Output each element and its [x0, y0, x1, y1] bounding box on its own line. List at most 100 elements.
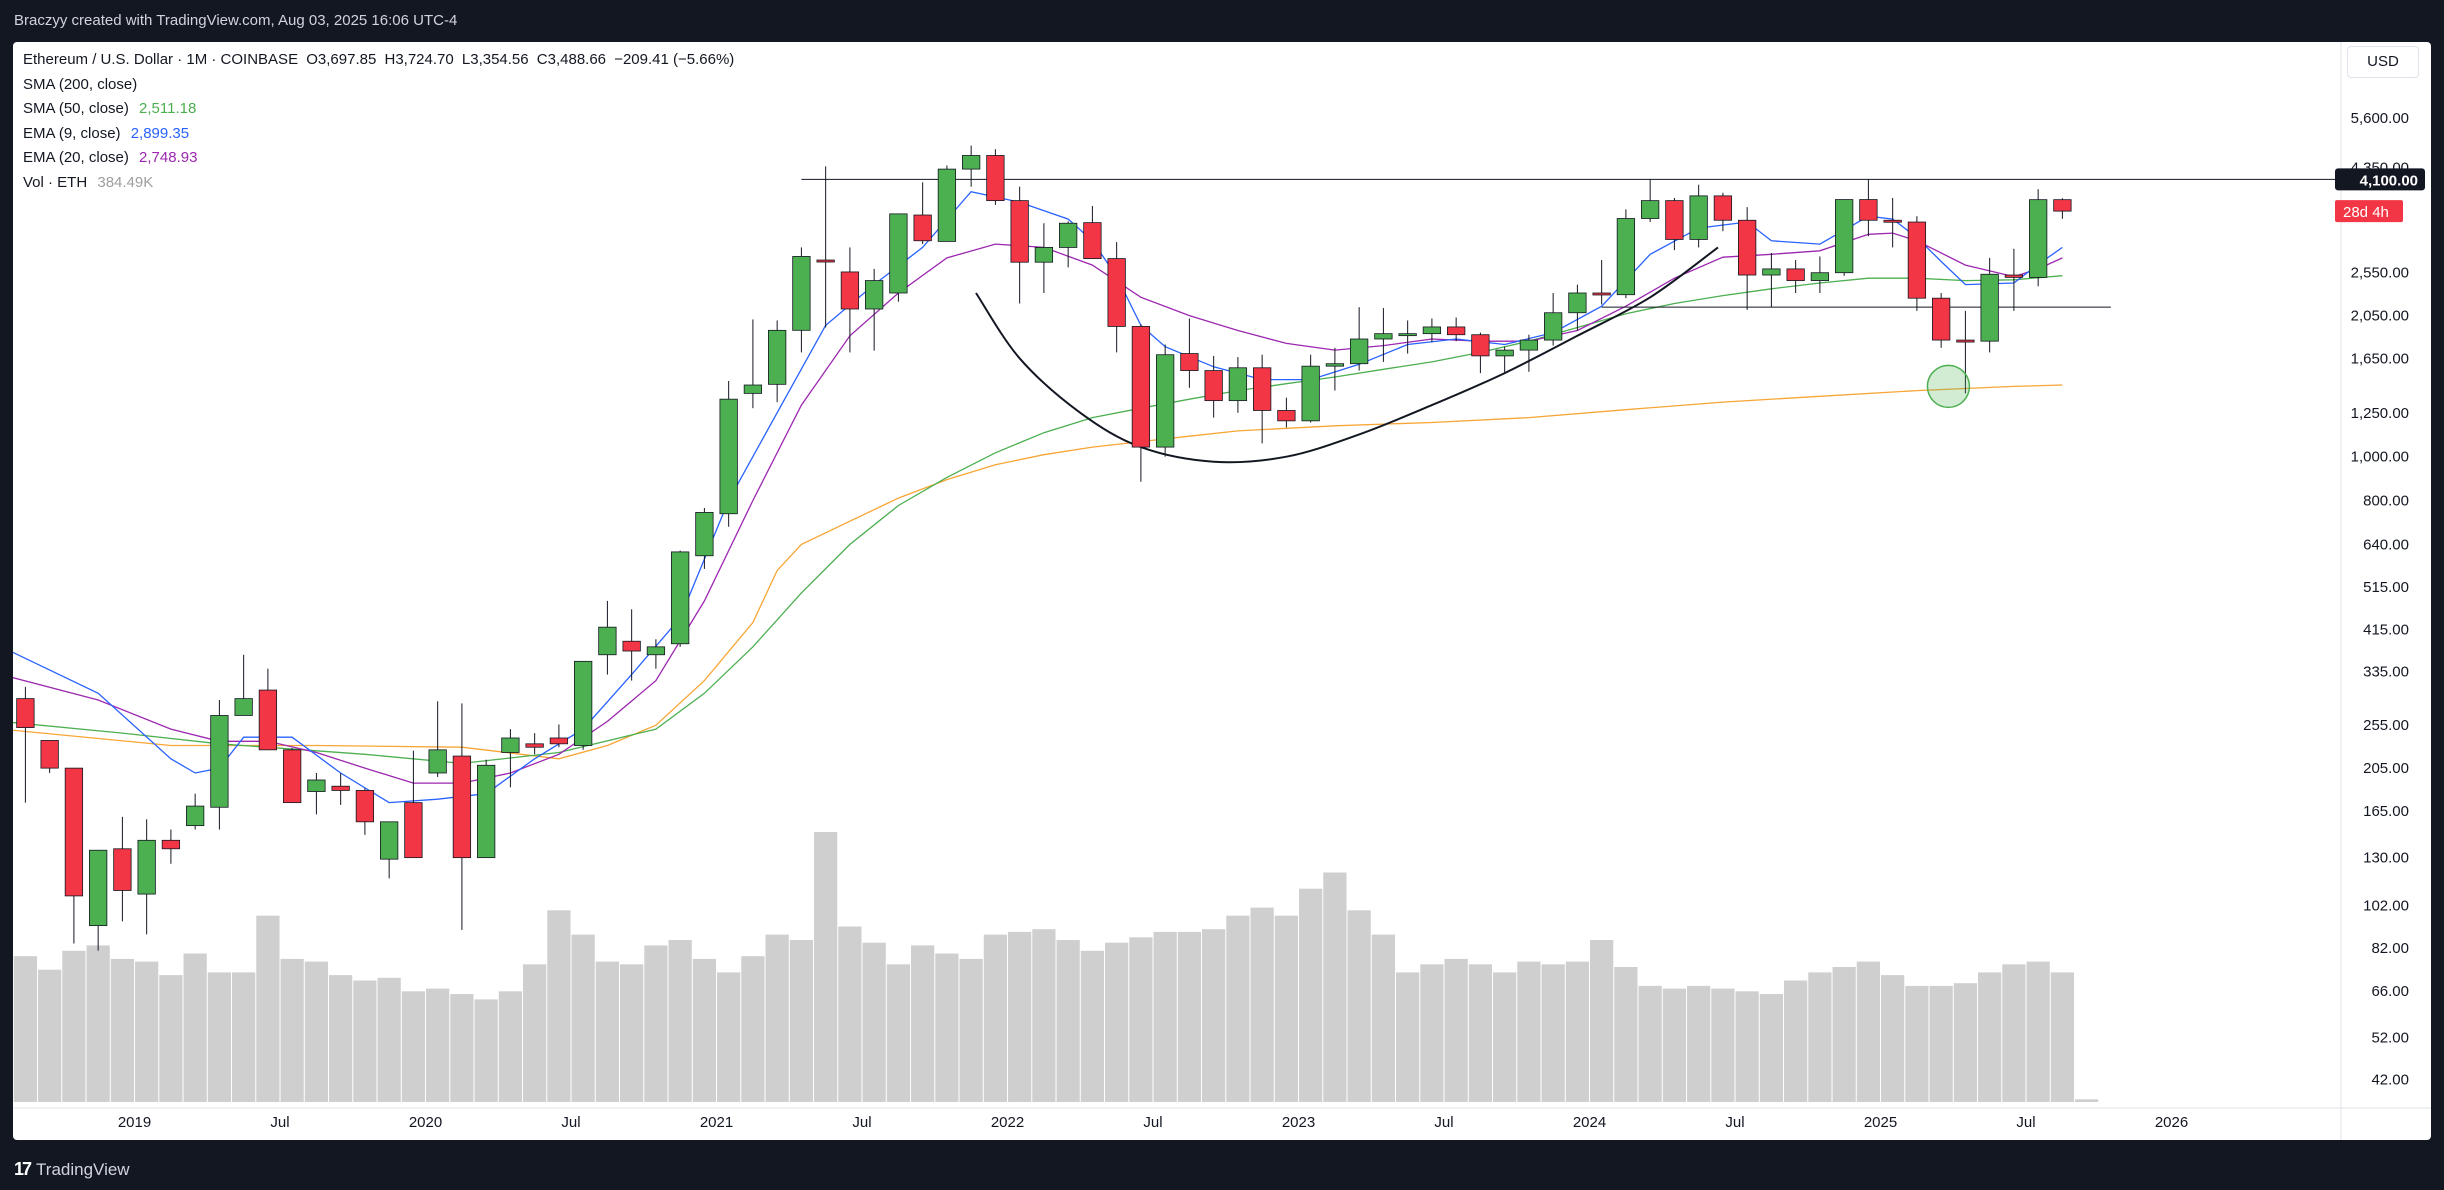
candle-body[interactable]: [355, 790, 375, 823]
candle-body[interactable]: [1907, 221, 1927, 299]
candle-body[interactable]: [2004, 274, 2024, 278]
candle-body[interactable]: [1253, 367, 1272, 411]
candle-body[interactable]: [1034, 247, 1054, 263]
candle-body[interactable]: [913, 214, 932, 242]
candle-body[interactable]: [1010, 200, 1029, 263]
candle-body[interactable]: [1810, 272, 1830, 281]
candle-body[interactable]: [962, 155, 981, 170]
candle-body[interactable]: [889, 213, 908, 294]
candle-body[interactable]: [719, 398, 738, 515]
tradingview-logo[interactable]: 17 TradingView: [14, 1159, 130, 1180]
candle-body[interactable]: [695, 512, 714, 557]
candle-body[interactable]: [428, 749, 447, 774]
candle-body[interactable]: [283, 749, 302, 804]
candle-body[interactable]: [1180, 353, 1199, 371]
candle-body[interactable]: [1301, 365, 1320, 422]
candle-body[interactable]: [1592, 292, 1611, 296]
candle-body[interactable]: [258, 689, 278, 751]
candle-body[interactable]: [1519, 339, 1539, 351]
candle-body[interactable]: [671, 551, 690, 645]
candle-body[interactable]: [937, 168, 957, 242]
candle-body[interactable]: [549, 737, 569, 745]
candle-body[interactable]: [1447, 326, 1466, 336]
candle-body[interactable]: [574, 660, 593, 746]
candle-body[interactable]: [1059, 222, 1078, 248]
candle-body[interactable]: [1713, 195, 1733, 221]
symbol-label[interactable]: Ethereum / U.S. Dollar · 1M · COINBASE: [23, 51, 299, 68]
candle-body[interactable]: [816, 259, 835, 263]
candle-body[interactable]: [1374, 333, 1393, 340]
candle-body[interactable]: [1932, 297, 1951, 341]
candle-body[interactable]: [1738, 219, 1757, 276]
candle-body[interactable]: [161, 839, 181, 850]
candle-body[interactable]: [1568, 292, 1587, 314]
candle-body[interactable]: [1859, 199, 1878, 221]
highlight-circle-drawing[interactable]: [1926, 364, 1971, 409]
candle-body[interactable]: [2029, 199, 2048, 278]
candle-body[interactable]: [865, 280, 884, 310]
candle-body[interactable]: [452, 755, 472, 859]
candle-body[interactable]: [113, 848, 132, 891]
candle-body[interactable]: [186, 805, 205, 827]
candle-body[interactable]: [1398, 333, 1417, 337]
candle-body[interactable]: [1544, 312, 1563, 341]
candle-body[interactable]: [1131, 326, 1151, 448]
candle-body[interactable]: [1228, 367, 1248, 402]
candle-body[interactable]: [1325, 363, 1345, 367]
candle-body[interactable]: [1956, 339, 1975, 343]
candle-body[interactable]: [1786, 268, 1805, 281]
candle-body[interactable]: [501, 737, 520, 753]
candle-body[interactable]: [840, 271, 860, 310]
candle-body[interactable]: [646, 646, 666, 656]
candle-body[interactable]: [1641, 200, 1660, 219]
indicator-ema20[interactable]: EMA (20, close) 2,748.93: [23, 146, 738, 171]
candle-body[interactable]: [477, 764, 496, 859]
candle-body[interactable]: [1107, 258, 1126, 327]
candle-body[interactable]: [743, 384, 763, 394]
candle-body[interactable]: [1665, 200, 1684, 240]
candle-body[interactable]: [210, 715, 229, 808]
candle-body[interactable]: [986, 155, 1005, 202]
candle-body[interactable]: [307, 779, 326, 792]
candle-body[interactable]: [1495, 349, 1514, 357]
chart-panel[interactable]: 5,600.00 4,350.00 2,550.00 2,050.00 1,650.00…: [13, 42, 2431, 1140]
candle-body[interactable]: [1616, 218, 1636, 296]
candle-body[interactable]: [137, 839, 156, 895]
candle-body[interactable]: [1762, 268, 1781, 276]
indicator-sma50[interactable]: SMA (50, close) 2,511.18: [23, 97, 738, 122]
candle-body[interactable]: [1277, 410, 1296, 422]
volume-bar: [1590, 940, 1614, 1102]
candle-body[interactable]: [1083, 222, 1102, 259]
candle-body[interactable]: [1883, 219, 1902, 223]
candle-body[interactable]: [2053, 199, 2072, 212]
candle-body[interactable]: [331, 785, 350, 791]
candle-body[interactable]: [64, 767, 84, 897]
price-chart[interactable]: 5,600.004,350.002,550.002,050.001,650.00…: [13, 42, 2431, 1140]
candle-body[interactable]: [622, 640, 641, 652]
candle-body[interactable]: [525, 743, 544, 748]
cup-arc-drawing[interactable]: [975, 246, 1719, 464]
candle-body[interactable]: [1204, 370, 1223, 402]
currency-button[interactable]: USD: [2347, 46, 2419, 78]
indicator-ema9[interactable]: EMA (9, close) 2,899.35: [23, 122, 738, 147]
candle-body[interactable]: [1980, 273, 1999, 342]
candle-body[interactable]: [1350, 338, 1369, 365]
candle-body[interactable]: [598, 626, 617, 656]
candle-body[interactable]: [1471, 334, 1490, 357]
candle-body[interactable]: [234, 698, 253, 716]
candle-body[interactable]: [768, 329, 787, 385]
price-tick-label: 205.00: [2363, 760, 2409, 777]
candle-body[interactable]: [792, 256, 811, 331]
candle-body[interactable]: [40, 740, 59, 769]
candle-body[interactable]: [16, 698, 35, 728]
candle-body[interactable]: [1689, 195, 1708, 240]
indicator-sma200[interactable]: SMA (200, close): [23, 73, 738, 98]
volume-bar: [983, 934, 1008, 1102]
candle-body[interactable]: [89, 849, 108, 926]
candle-body[interactable]: [380, 821, 399, 860]
candle-body[interactable]: [1156, 354, 1175, 448]
candle-body[interactable]: [1835, 199, 1854, 274]
candle-body[interactable]: [404, 802, 423, 859]
candle-body[interactable]: [1422, 326, 1442, 335]
indicator-volume[interactable]: Vol · ETH 384.49K: [23, 171, 738, 196]
